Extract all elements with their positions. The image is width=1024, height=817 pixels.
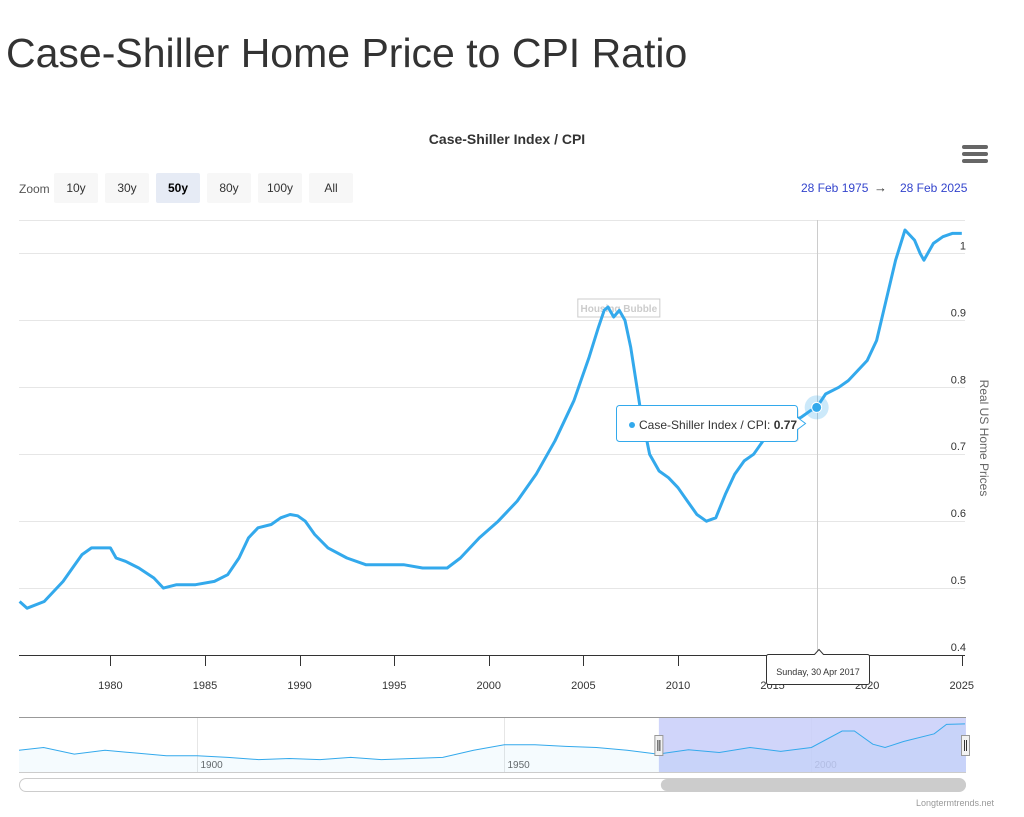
scrollbar[interactable]: [19, 778, 967, 792]
x-tick-label: 2000: [477, 680, 501, 692]
zoom-all-button[interactable]: All: [309, 173, 353, 203]
zoom-30y-button[interactable]: 30y: [105, 173, 149, 203]
range-from-input[interactable]: 28 Feb 1975: [801, 181, 869, 195]
scrollbar-thumb[interactable]: [660, 779, 966, 791]
y-tick-label: 0.8: [951, 374, 966, 386]
navigator-year-label: 1950: [508, 760, 531, 771]
gridlines: [19, 220, 965, 589]
y-tick-label: 0.7: [951, 441, 966, 453]
zoom-50y-button[interactable]: 50y: [156, 173, 200, 203]
x-tick-label: 1990: [287, 680, 311, 692]
x-tick-label: 2005: [571, 680, 595, 692]
tooltip-series-label: Case-Shiller Index / CPI:: [639, 418, 774, 432]
navigator[interactable]: 190019502000: [18, 717, 970, 773]
page-title: Case-Shiller Home Price to CPI Ratio: [6, 30, 688, 76]
series-line: [18, 228, 962, 610]
zoom-80y-button[interactable]: 80y: [207, 173, 251, 203]
x-tick-label: 2010: [666, 680, 690, 692]
date-tooltip: Sunday, 30 Apr 2017: [766, 648, 870, 685]
menu-icon[interactable]: [962, 145, 988, 167]
x-tick-label: 2025: [950, 680, 974, 692]
zoom-10y-button[interactable]: 10y: [54, 173, 98, 203]
tooltip: Case-Shiller Index / CPI: 0.77: [616, 405, 807, 442]
y-axis: 0.4 0.5 0.6 0.7 0.8 0.9 1: [951, 240, 966, 654]
navigator-handle-left[interactable]: [654, 735, 664, 756]
y-tick-label: 0.5: [951, 575, 966, 587]
tooltip-series-dot: [629, 422, 635, 428]
zoom-100y-button[interactable]: 100y: [258, 173, 302, 203]
navigator-selection[interactable]: [658, 718, 966, 772]
navigator-year-label: 1900: [201, 760, 224, 771]
date-tooltip-label: Sunday, 30 Apr 2017: [776, 667, 859, 677]
navigator-series-line: [18, 723, 966, 761]
credit-link[interactable]: Longtermtrends.net: [915, 798, 994, 808]
x-axis: 1980 1985 1990 1995 2000 2005 2010 2015 2020 2025: [98, 655, 974, 692]
zoom-label: Zoom: [19, 182, 50, 196]
x-tick-label: 1985: [193, 680, 217, 692]
svg-text:Case-Shiller Index / CPI: 0.77: Case-Shiller Index / CPI: 0.77: [639, 418, 797, 432]
range-arrow: →: [874, 180, 887, 195]
range-to-input[interactable]: 28 Feb 2025: [900, 181, 968, 195]
navigator-handle-right[interactable]: [961, 735, 970, 756]
y-tick-label: 0.4: [951, 642, 966, 654]
navigator-area: [19, 723, 966, 772]
tooltip-value: 0.77: [774, 418, 798, 432]
x-tick-label: 1995: [382, 680, 406, 692]
chart-title: Case-Shiller Index / CPI: [428, 131, 586, 147]
y-tick-label: 0.6: [951, 508, 966, 520]
housing-bubble-annotation: Housing Bubble: [577, 298, 661, 318]
y-tick-label: 1: [960, 240, 966, 252]
y-axis-label: Real US Home Prices: [977, 380, 991, 497]
zoom-buttons: 10y 30y 50y 80y 100y All: [54, 173, 360, 203]
x-tick-label: 1980: [98, 680, 122, 692]
y-tick-label: 0.9: [951, 307, 966, 319]
hover-point[interactable]: [811, 401, 823, 413]
